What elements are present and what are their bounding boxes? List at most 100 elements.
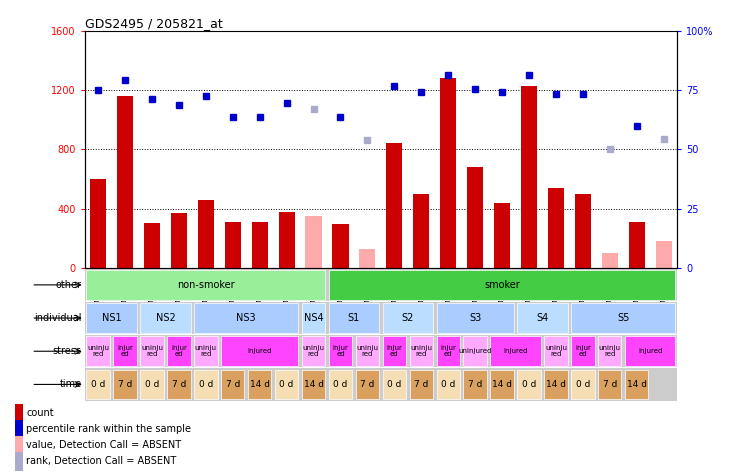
Bar [85, 269, 677, 301]
Text: 0 d: 0 d [387, 380, 402, 389]
Bar [85, 302, 677, 334]
Bar [571, 303, 676, 333]
Text: uninju
red: uninju red [545, 346, 567, 357]
Bar [302, 370, 325, 399]
Text: 7 d: 7 d [414, 380, 428, 389]
Bar [86, 370, 110, 399]
Text: S4: S4 [537, 313, 548, 323]
Bar [224, 222, 241, 268]
Bar [410, 370, 433, 399]
Text: S3: S3 [469, 313, 481, 323]
Text: count: count [26, 408, 54, 418]
Text: injur
ed: injur ed [117, 346, 133, 357]
Bar [221, 370, 244, 399]
Text: injured: injured [638, 348, 662, 354]
Bar [194, 370, 218, 399]
Text: 0 d: 0 d [91, 380, 105, 389]
Bar [464, 337, 486, 366]
Text: individual: individual [34, 313, 82, 323]
Bar [141, 337, 163, 366]
Text: 0 d: 0 d [199, 380, 213, 389]
Bar [383, 370, 406, 399]
Text: 7 d: 7 d [118, 380, 132, 389]
Bar [490, 337, 541, 366]
Bar [86, 270, 325, 300]
Bar [544, 337, 567, 366]
Bar [329, 337, 352, 366]
Bar [602, 253, 618, 268]
Bar [329, 370, 352, 399]
Bar [410, 337, 433, 366]
Bar [252, 222, 268, 268]
Text: 7 d: 7 d [468, 380, 482, 389]
Bar [436, 303, 514, 333]
Text: value, Detection Call = ABSENT: value, Detection Call = ABSENT [26, 440, 182, 450]
Text: uninju
red: uninju red [302, 346, 325, 357]
Bar [275, 370, 298, 399]
Text: stress: stress [53, 346, 82, 356]
Bar [302, 337, 325, 366]
Bar [436, 337, 460, 366]
Bar [571, 370, 595, 399]
Bar [329, 303, 379, 333]
Text: non-smoker: non-smoker [177, 280, 235, 290]
Text: 14 d: 14 d [627, 380, 647, 389]
Text: injur
ed: injur ed [171, 346, 187, 357]
Bar [141, 303, 191, 333]
Bar [359, 248, 375, 268]
Bar [167, 370, 191, 399]
Text: GDS2495 / 205821_at: GDS2495 / 205821_at [85, 17, 222, 30]
Bar [383, 303, 433, 333]
Text: injur
ed: injur ed [575, 346, 591, 357]
Bar [629, 222, 645, 268]
Bar [598, 337, 621, 366]
Bar [656, 241, 672, 268]
Bar [625, 370, 648, 399]
Text: injured: injured [247, 348, 272, 354]
Bar [548, 188, 564, 268]
Text: 7 d: 7 d [360, 380, 375, 389]
Text: 0 d: 0 d [280, 380, 294, 389]
Text: 14 d: 14 d [303, 380, 324, 389]
Bar [198, 200, 214, 268]
Text: S1: S1 [348, 313, 360, 323]
Bar [15, 404, 24, 423]
Text: NS4: NS4 [304, 313, 323, 323]
Text: 0 d: 0 d [333, 380, 347, 389]
Bar [464, 370, 486, 399]
Bar [117, 96, 133, 268]
Bar [85, 368, 677, 401]
Bar [90, 179, 106, 268]
Bar [86, 337, 110, 366]
Bar [167, 337, 191, 366]
Text: 14 d: 14 d [492, 380, 512, 389]
Bar [494, 203, 510, 268]
Text: other: other [56, 280, 82, 290]
Bar [436, 370, 460, 399]
Bar [15, 436, 24, 455]
Bar [113, 370, 137, 399]
Text: uninju
red: uninju red [141, 346, 163, 357]
Text: time: time [60, 379, 82, 390]
Bar [85, 335, 677, 367]
Text: 0 d: 0 d [441, 380, 456, 389]
Text: 7 d: 7 d [603, 380, 617, 389]
Bar [440, 78, 456, 268]
Bar [15, 452, 24, 471]
Bar [305, 216, 322, 268]
Text: uninju
red: uninju red [195, 346, 217, 357]
Text: smoker: smoker [484, 280, 520, 290]
Text: S2: S2 [402, 313, 414, 323]
Text: uninju
red: uninju red [410, 346, 432, 357]
Text: NS2: NS2 [155, 313, 175, 323]
Text: uninju
red: uninju red [87, 346, 109, 357]
Bar [302, 303, 325, 333]
Text: injur
ed: injur ed [333, 346, 348, 357]
Bar [544, 370, 567, 399]
Bar [413, 194, 429, 268]
Text: NS3: NS3 [236, 313, 256, 323]
Bar [141, 370, 163, 399]
Bar [490, 370, 514, 399]
Text: injur
ed: injur ed [440, 346, 456, 357]
Text: uninju
red: uninju red [356, 346, 378, 357]
